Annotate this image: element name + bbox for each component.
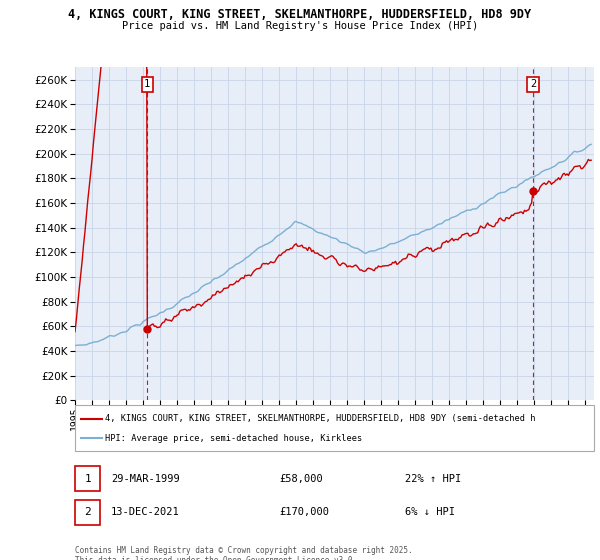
Text: 4, KINGS COURT, KING STREET, SKELMANTHORPE, HUDDERSFIELD, HD8 9DY: 4, KINGS COURT, KING STREET, SKELMANTHOR… bbox=[68, 8, 532, 21]
Text: 22% ↑ HPI: 22% ↑ HPI bbox=[405, 474, 461, 484]
Text: 13-DEC-2021: 13-DEC-2021 bbox=[111, 507, 180, 517]
Text: 1: 1 bbox=[144, 80, 151, 90]
Text: Price paid vs. HM Land Registry's House Price Index (HPI): Price paid vs. HM Land Registry's House … bbox=[122, 21, 478, 31]
Text: 6% ↓ HPI: 6% ↓ HPI bbox=[405, 507, 455, 517]
Text: 2: 2 bbox=[84, 507, 91, 517]
Text: 2: 2 bbox=[530, 80, 536, 90]
Text: 1: 1 bbox=[84, 474, 91, 484]
Text: HPI: Average price, semi-detached house, Kirklees: HPI: Average price, semi-detached house,… bbox=[105, 434, 362, 443]
Text: Contains HM Land Registry data © Crown copyright and database right 2025.
This d: Contains HM Land Registry data © Crown c… bbox=[75, 546, 413, 560]
Text: 29-MAR-1999: 29-MAR-1999 bbox=[111, 474, 180, 484]
Text: £58,000: £58,000 bbox=[279, 474, 323, 484]
Text: £170,000: £170,000 bbox=[279, 507, 329, 517]
Text: 4, KINGS COURT, KING STREET, SKELMANTHORPE, HUDDERSFIELD, HD8 9DY (semi-detached: 4, KINGS COURT, KING STREET, SKELMANTHOR… bbox=[105, 414, 536, 423]
